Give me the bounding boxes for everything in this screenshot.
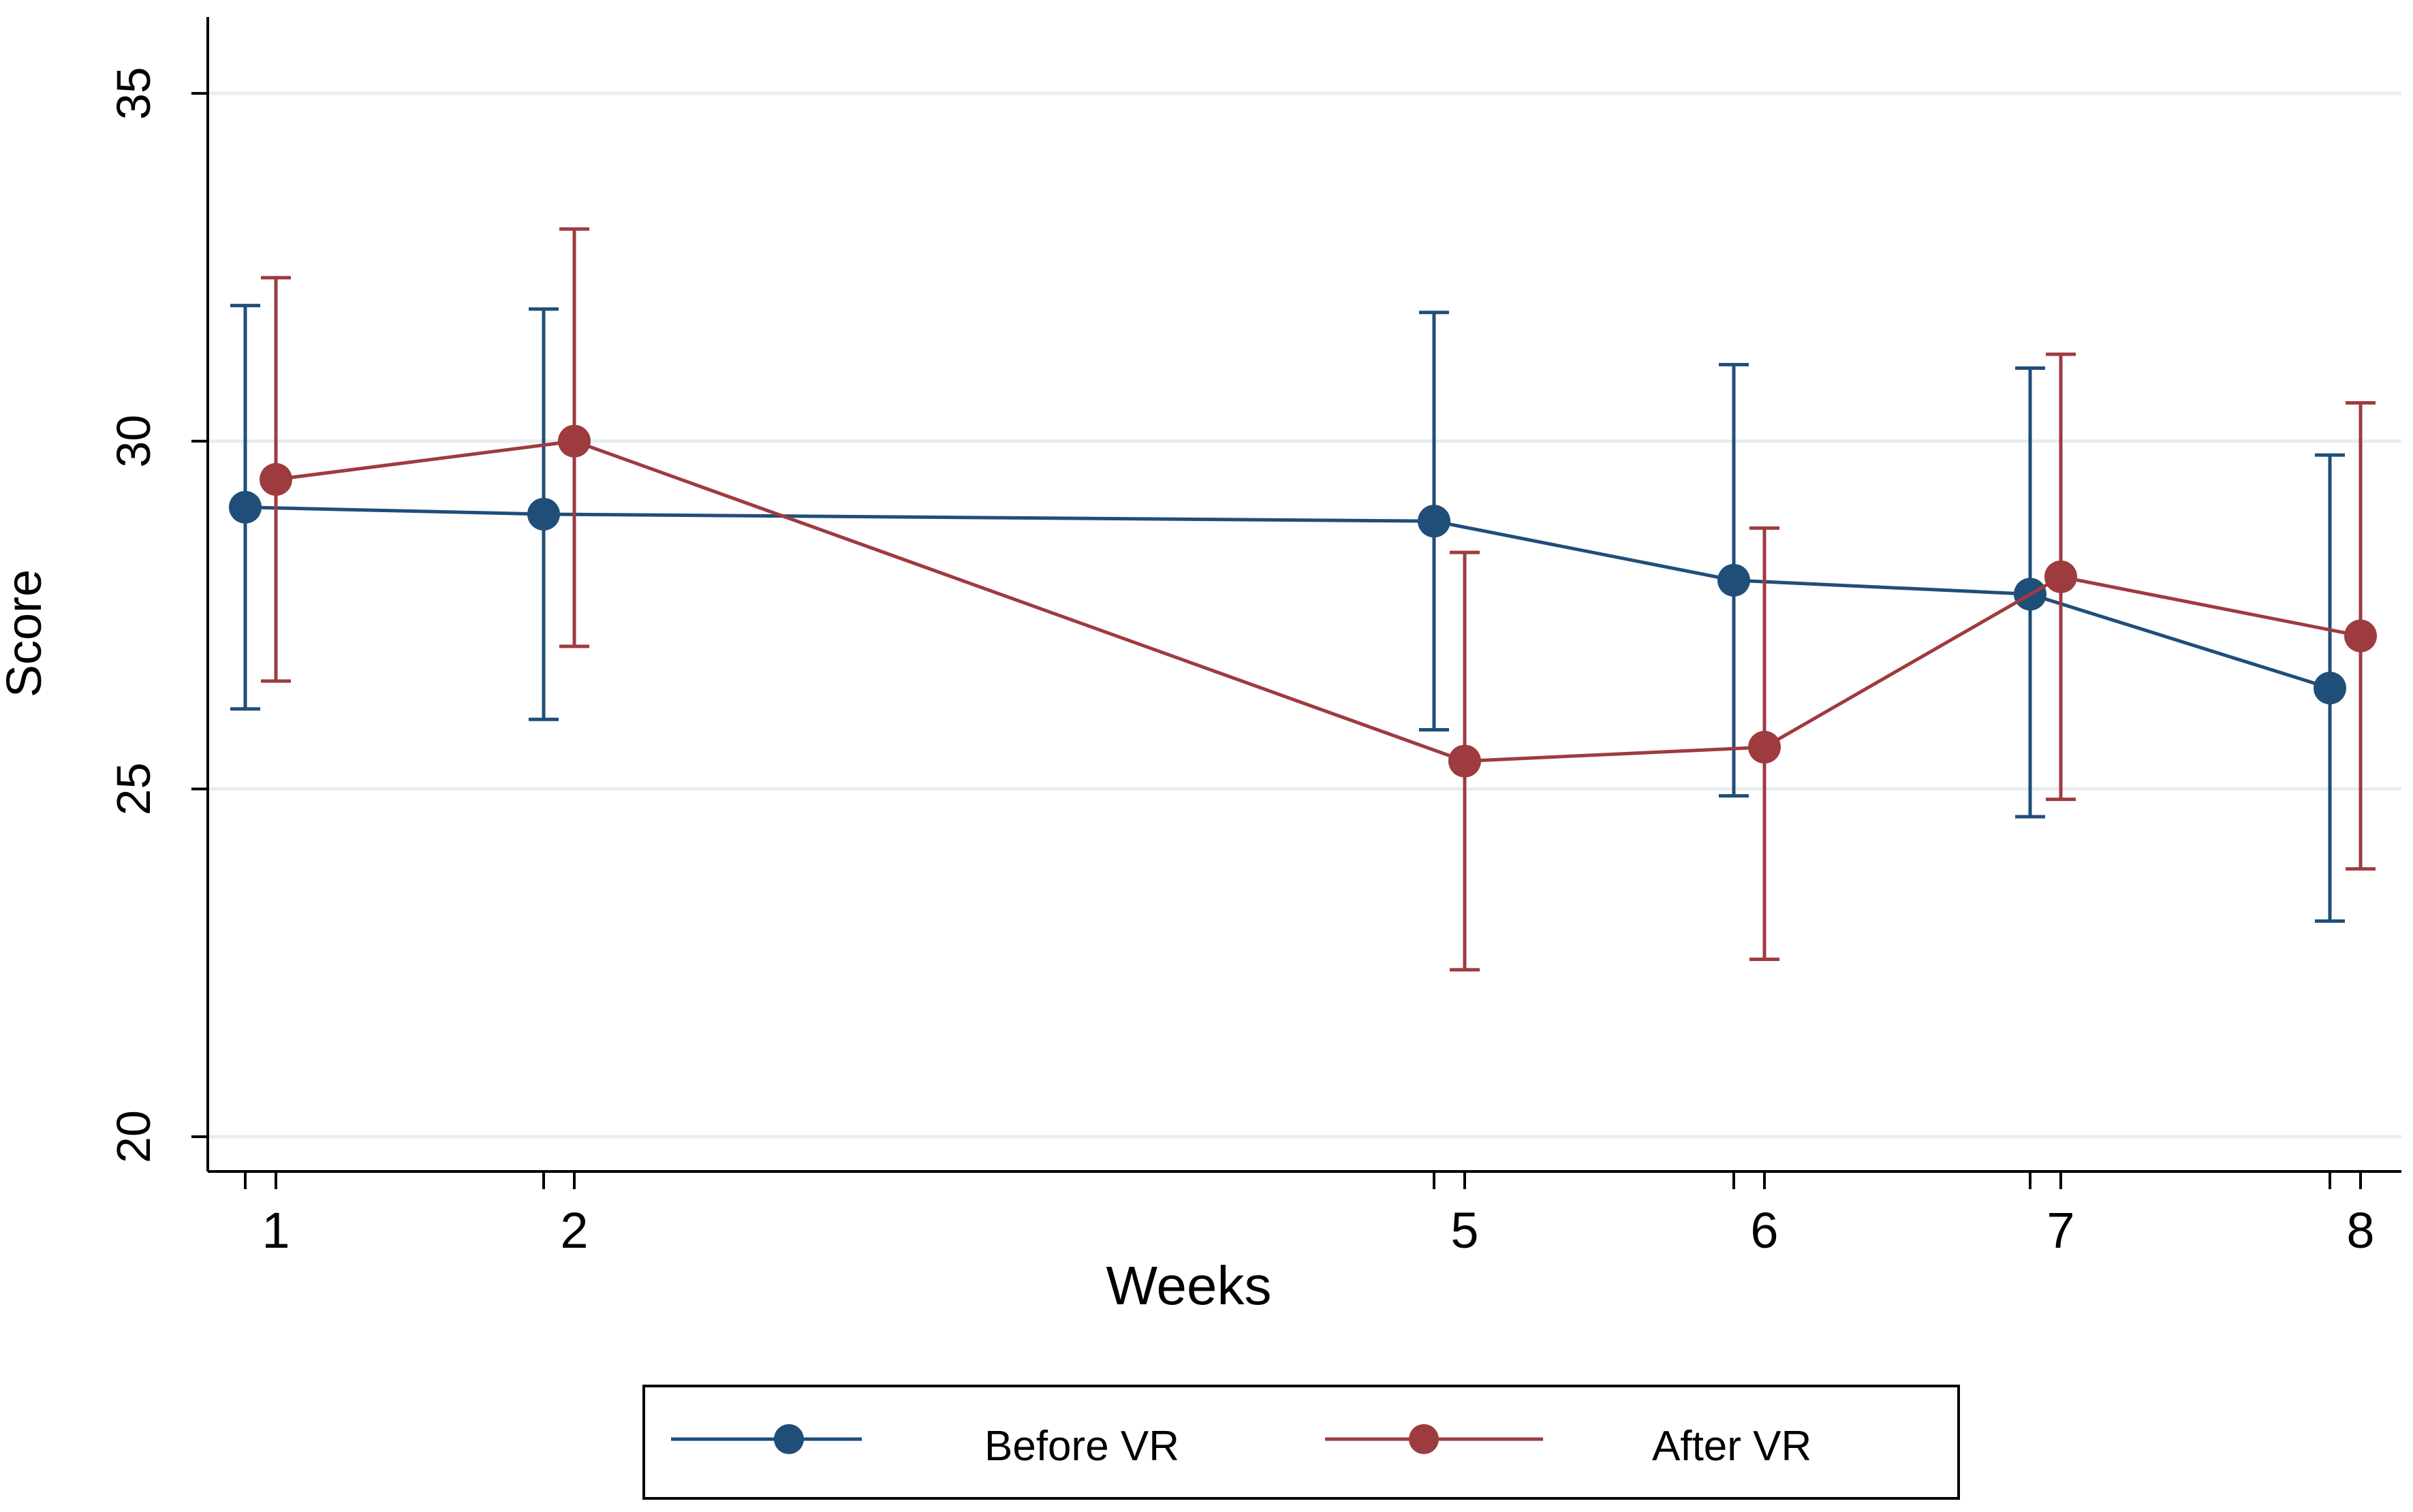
legend-after-label: After VR bbox=[1652, 1423, 1811, 1470]
x-tick-label-7: 7 bbox=[2046, 1202, 2074, 1259]
data-point-before-vr-week-8 bbox=[2314, 672, 2346, 705]
y-tick-label-35: 35 bbox=[107, 67, 160, 120]
data-point-before-vr-week-5 bbox=[1418, 505, 1450, 538]
series-line-before-vr bbox=[245, 505, 2331, 690]
data-point-after-vr-week-1 bbox=[260, 462, 292, 496]
x-tick-label-6: 6 bbox=[1750, 1202, 1778, 1259]
series-after-vr bbox=[260, 227, 2377, 972]
x-tick-label-2: 2 bbox=[560, 1202, 588, 1259]
data-point-after-vr-week-7 bbox=[2044, 560, 2077, 593]
series-before-vr bbox=[229, 304, 2346, 923]
data-point-before-vr-week-2 bbox=[527, 497, 560, 531]
data-point-after-vr-week-5 bbox=[1448, 744, 1481, 778]
y-tick-label-20: 20 bbox=[107, 1110, 160, 1163]
data-point-before-vr-week-1 bbox=[229, 490, 262, 524]
y-tick-label-30: 30 bbox=[107, 415, 160, 468]
legend: Before VR After VR bbox=[642, 1385, 1960, 1500]
series-layer bbox=[229, 227, 2377, 972]
legend-before-label: Before VR bbox=[984, 1423, 1179, 1470]
x-axis-label: Weeks bbox=[1106, 1255, 1271, 1316]
data-point-before-vr-week-6 bbox=[1717, 563, 1750, 597]
y-tick-label-25: 25 bbox=[107, 762, 160, 815]
legend-box bbox=[642, 1385, 1960, 1500]
data-point-after-vr-week-8 bbox=[2344, 619, 2377, 652]
data-point-after-vr-week-2 bbox=[558, 424, 591, 458]
x-tick-label-1: 1 bbox=[262, 1202, 290, 1259]
x-tick-label-8: 8 bbox=[2346, 1202, 2374, 1259]
x-tick-label-5: 5 bbox=[1450, 1202, 1478, 1259]
data-point-after-vr-week-6 bbox=[1748, 731, 1781, 764]
y-axis-label: Score bbox=[0, 569, 52, 697]
series-line-after-vr bbox=[275, 439, 2361, 763]
legend-after-swatch-marker bbox=[1409, 1424, 1439, 1454]
legend-before-swatch-marker bbox=[774, 1424, 804, 1454]
